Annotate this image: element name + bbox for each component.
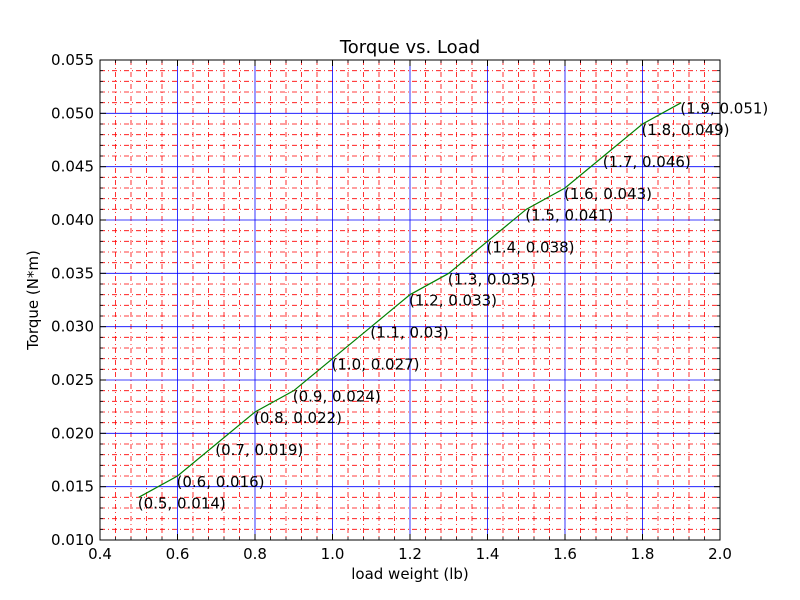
- data-annotations: (0.5, 0.014) (0.6, 0.016) (0.7, 0.019) (0.8…: [138, 100, 769, 513]
- y-tick-label: 0.035: [51, 264, 94, 282]
- y-tick-label: 0.030: [51, 318, 94, 336]
- data-point-label: (1.4, 0.038): [487, 238, 575, 256]
- minor-grid: [100, 60, 720, 540]
- data-point-label: (1.6, 0.043): [564, 185, 652, 203]
- data-point-label: (0.9, 0.024): [293, 388, 381, 406]
- data-point-label: (0.8, 0.022): [254, 409, 342, 427]
- data-point-label: (0.7, 0.019): [215, 441, 303, 459]
- data-point-label: (0.5, 0.014): [138, 494, 226, 512]
- y-tick-labels: 0.010 0.015 0.020 0.025 0.030 0.035 0.040 0.045…: [51, 51, 94, 549]
- data-point-label: (1.1, 0.03): [370, 324, 449, 342]
- chart-title: Torque vs. Load: [339, 37, 480, 58]
- x-tick-label: 1.0: [321, 545, 345, 563]
- x-tick-labels: 0.4 0.6 0.8 1.0 1.2 1.4 1.6 1.8 2.0: [88, 545, 732, 563]
- major-grid: [100, 60, 720, 540]
- x-tick-label: 1.8: [631, 545, 655, 563]
- y-tick-label: 0.010: [51, 531, 94, 549]
- data-point-label: (1.9, 0.051): [680, 100, 768, 118]
- data-point-label: (1.2, 0.033): [409, 292, 497, 310]
- x-tick-label: 0.8: [243, 545, 267, 563]
- data-point-label: (1.0, 0.027): [332, 356, 420, 374]
- axis-ticks: [99, 59, 721, 541]
- x-tick-label: 0.6: [166, 545, 190, 563]
- y-tick-label: 0.050: [51, 104, 94, 122]
- data-point-label: (0.6, 0.016): [177, 473, 265, 491]
- data-point-label: (1.7, 0.046): [603, 153, 691, 171]
- data-point-label: (1.8, 0.049): [642, 121, 730, 139]
- x-tick-label: 1.2: [398, 545, 422, 563]
- y-tick-label: 0.020: [51, 424, 94, 442]
- x-tick-label: 2.0: [708, 545, 732, 563]
- y-tick-label: 0.045: [51, 158, 94, 176]
- data-point-label: (1.5, 0.041): [525, 206, 613, 224]
- x-tick-label: 1.6: [553, 545, 577, 563]
- y-tick-label: 0.025: [51, 371, 94, 389]
- x-tick-label: 1.4: [476, 545, 500, 563]
- y-axis-label: Torque (N*m): [24, 250, 42, 351]
- x-axis-label: load weight (lb): [351, 565, 469, 583]
- data-point-label: (1.3, 0.035): [448, 270, 536, 288]
- y-tick-label: 0.040: [51, 211, 94, 229]
- torque-series-line: [138, 102, 682, 498]
- x-tick-label: 0.4: [88, 545, 112, 563]
- y-tick-label: 0.015: [51, 478, 94, 496]
- y-tick-label: 0.055: [51, 51, 94, 69]
